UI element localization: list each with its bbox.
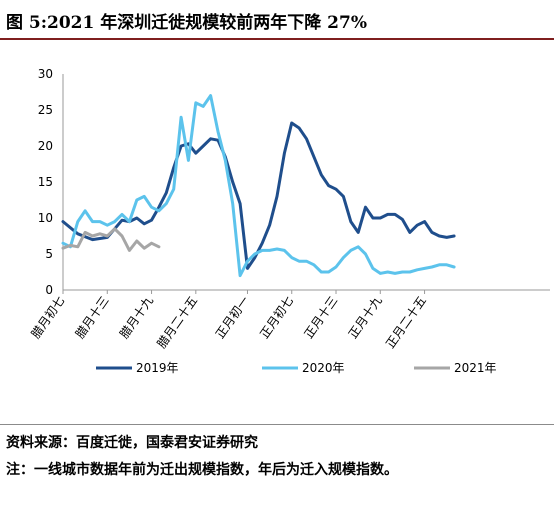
x-tick-label: 腊月十三 <box>73 294 112 341</box>
y-tick-label: 20 <box>38 139 53 153</box>
x-tick-label: 正月十三 <box>301 294 340 341</box>
legend-label-2019: 2019年 <box>136 361 179 375</box>
x-tick-label: 正月十九 <box>346 294 385 341</box>
series-line-2020 <box>61 94 456 278</box>
legend-label-2020: 2020年 <box>302 361 345 375</box>
y-tick-labels: 0 5 10 15 20 25 30 <box>38 67 53 297</box>
legend-label-2021: 2021年 <box>454 361 497 375</box>
legend: 2019年 2020年 2021年 <box>96 361 497 375</box>
x-tick-label: 正月初一 <box>213 294 252 341</box>
y-tick-label: 5 <box>45 247 53 261</box>
x-tick-label: 腊月初七 <box>28 294 67 341</box>
y-tick-label: 10 <box>38 211 53 225</box>
note-text: 注：一线城市数据年前为迁出规模指数，年后为迁入规模指数。 <box>6 462 398 478</box>
y-tick-label: 25 <box>38 103 53 117</box>
y-tick-label: 0 <box>45 283 53 297</box>
series-line-2019 <box>61 121 456 270</box>
series-lines <box>61 94 456 278</box>
x-tick-label: 腊月十九 <box>117 294 156 341</box>
source-text: 资料来源：百度迁徙，国泰君安证券研究 <box>6 435 258 451</box>
y-tick-label: 30 <box>38 67 53 81</box>
source-rule <box>0 424 554 425</box>
series-line-2021 <box>61 227 161 252</box>
figure-title: 图 5:2021 年深圳迁徙规模较前两年下降 27% <box>6 13 367 33</box>
title-rule <box>0 38 554 40</box>
x-tick-label: 正月二十五 <box>383 294 429 351</box>
x-tick-label: 腊月二十五 <box>154 294 200 351</box>
x-tick-label: 正月初七 <box>257 294 296 341</box>
y-tick-label: 15 <box>38 175 53 189</box>
